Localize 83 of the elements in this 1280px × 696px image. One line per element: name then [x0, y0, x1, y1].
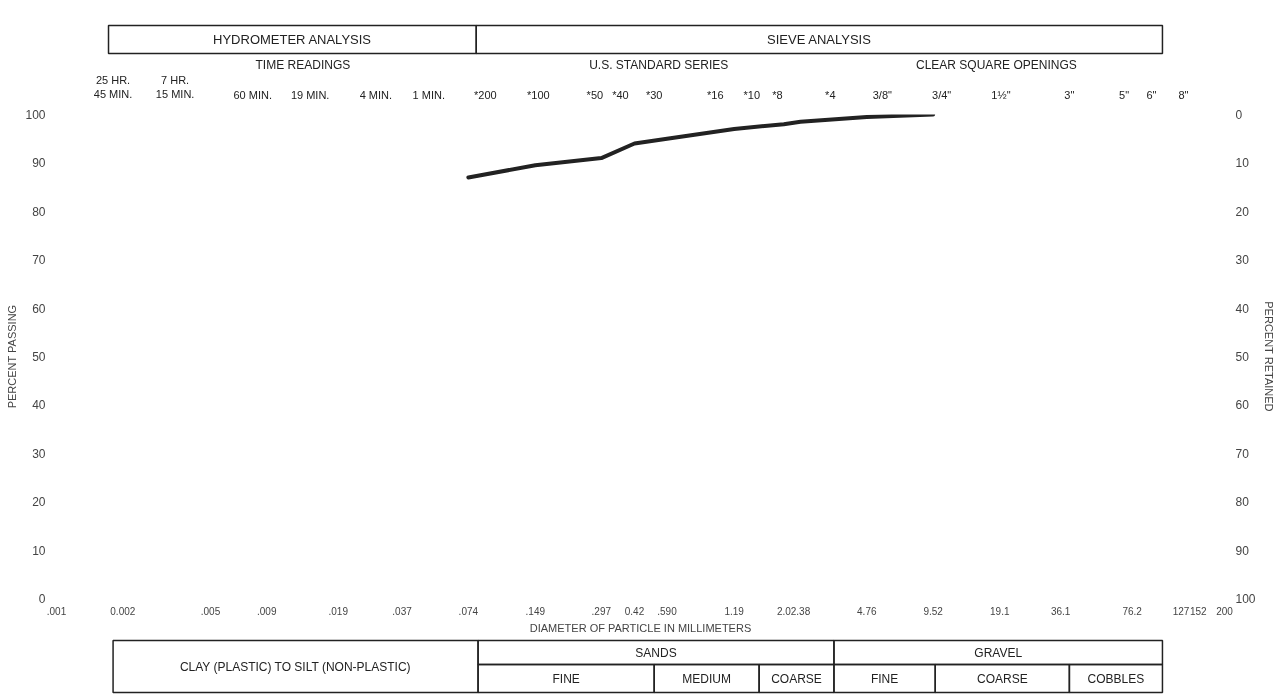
x-tick-label: .297 — [591, 605, 612, 617]
text: COARSE — [976, 671, 1028, 686]
x-axis-title: DIAMETER OF PARTICLE IN MILLIMETERS — [529, 621, 752, 634]
text: *50 — [586, 88, 604, 101]
x-tick-label: .019 — [328, 605, 349, 617]
y-tick-label: 90 — [32, 156, 46, 171]
x-tick-label: 19.1 — [990, 605, 1010, 617]
y-tick-label: 20 — [32, 495, 46, 510]
text: 5" — [1119, 88, 1130, 101]
y2-tick-label: 80 — [1235, 495, 1250, 510]
y2-tick-label: 0 — [1235, 108, 1243, 122]
text: 3/8" — [872, 88, 893, 101]
text: 60 MIN. — [233, 88, 272, 101]
text: 4 MIN. — [359, 88, 393, 101]
text: SIEVE ANALYSIS — [767, 32, 872, 47]
text: SANDS — [635, 645, 677, 660]
text: 19 MIN. — [290, 88, 330, 101]
y2-tick-label: 30 — [1235, 253, 1250, 268]
text: COBBLES — [1087, 671, 1145, 686]
text: 1 MIN. — [412, 88, 446, 101]
text: FINE — [870, 671, 899, 686]
text: CLAY (PLASTIC) TO SILT (NON-PLASTIC) — [179, 659, 411, 674]
y-tick-label: 70 — [32, 253, 46, 268]
text: 7 HR. 15 MIN. — [155, 74, 195, 101]
text: *200 — [474, 88, 497, 101]
x-tick-label: .037 — [392, 605, 413, 617]
x-tick-label: 0.002 — [110, 605, 136, 617]
y2-tick-label: 100 — [1235, 592, 1256, 606]
y-tick-label: 50 — [32, 350, 46, 364]
y2-tick-label: 40 — [1235, 301, 1250, 316]
text: 1½" — [991, 88, 1011, 101]
x-tick-label: 4.76 — [857, 605, 877, 617]
x-tick-label: 76.2 — [1122, 605, 1143, 617]
text: 8" — [1178, 88, 1189, 101]
text: COARSE — [771, 671, 822, 686]
x-tick-label: 9.52 — [923, 605, 944, 617]
x-tick-label: 2.38 — [790, 605, 811, 617]
text: 3/4" — [932, 88, 952, 101]
x-tick-label: .074 — [458, 605, 479, 617]
y2-tick-label: 90 — [1235, 543, 1250, 558]
y-axis-title: PERCENT PASSING — [6, 304, 19, 409]
x-tick-label: .009 — [257, 605, 277, 617]
x-tick-label: 127 — [1172, 605, 1190, 617]
x-tick-label: .149 — [525, 605, 546, 617]
text: TIME READINGS — [255, 57, 351, 72]
x-tick-label: 152 — [1189, 605, 1208, 617]
x-tick-label: 2.0 — [776, 605, 792, 617]
y2-tick-label: 60 — [1235, 398, 1250, 413]
y-tick-label: 30 — [32, 446, 46, 461]
y2-tick-label: 10 — [1235, 156, 1250, 171]
y-tick-label: 40 — [32, 398, 46, 413]
text: 25 HR. 45 MIN. — [93, 74, 133, 101]
x-tick-label: 36.1 — [1050, 605, 1071, 617]
text: CLEAR SQUARE OPENINGS — [916, 57, 1077, 72]
text: *100 — [526, 88, 550, 101]
text: *10 — [743, 88, 761, 101]
y2-tick-label: 50 — [1235, 350, 1250, 364]
y2-tick-label: 70 — [1235, 446, 1250, 461]
text: 3" — [1064, 88, 1075, 101]
x-tick-label: .005 — [200, 605, 221, 617]
text: 6" — [1146, 88, 1157, 101]
y-tick-label: 0 — [38, 592, 46, 606]
text: HYDROMETER ANALYSIS — [213, 32, 372, 47]
text: *16 — [707, 88, 724, 101]
text: GRAVEL — [974, 645, 1023, 660]
text: *40 — [612, 88, 629, 101]
y-tick-label: 80 — [32, 204, 46, 219]
x-tick-label: .001 — [46, 605, 67, 617]
y-tick-label: 100 — [25, 108, 46, 122]
text: *8 — [772, 88, 783, 101]
text: *30 — [645, 88, 663, 101]
text: MEDIUM — [682, 671, 731, 686]
text: U.S. STANDARD SERIES — [589, 57, 729, 72]
y2-tick-label: 20 — [1235, 204, 1250, 219]
y-tick-label: 10 — [32, 543, 46, 558]
x-tick-label: 1.19 — [724, 605, 745, 617]
x-tick-label: .590 — [657, 605, 678, 617]
x-tick-label: 200 — [1216, 605, 1234, 617]
y-tick-label: 60 — [32, 301, 46, 316]
text: *4 — [825, 88, 836, 101]
x-tick-label: 0.42 — [624, 605, 645, 617]
y2-axis-title: PERCENT RETAINED — [1262, 301, 1275, 412]
text: FINE — [552, 671, 580, 686]
